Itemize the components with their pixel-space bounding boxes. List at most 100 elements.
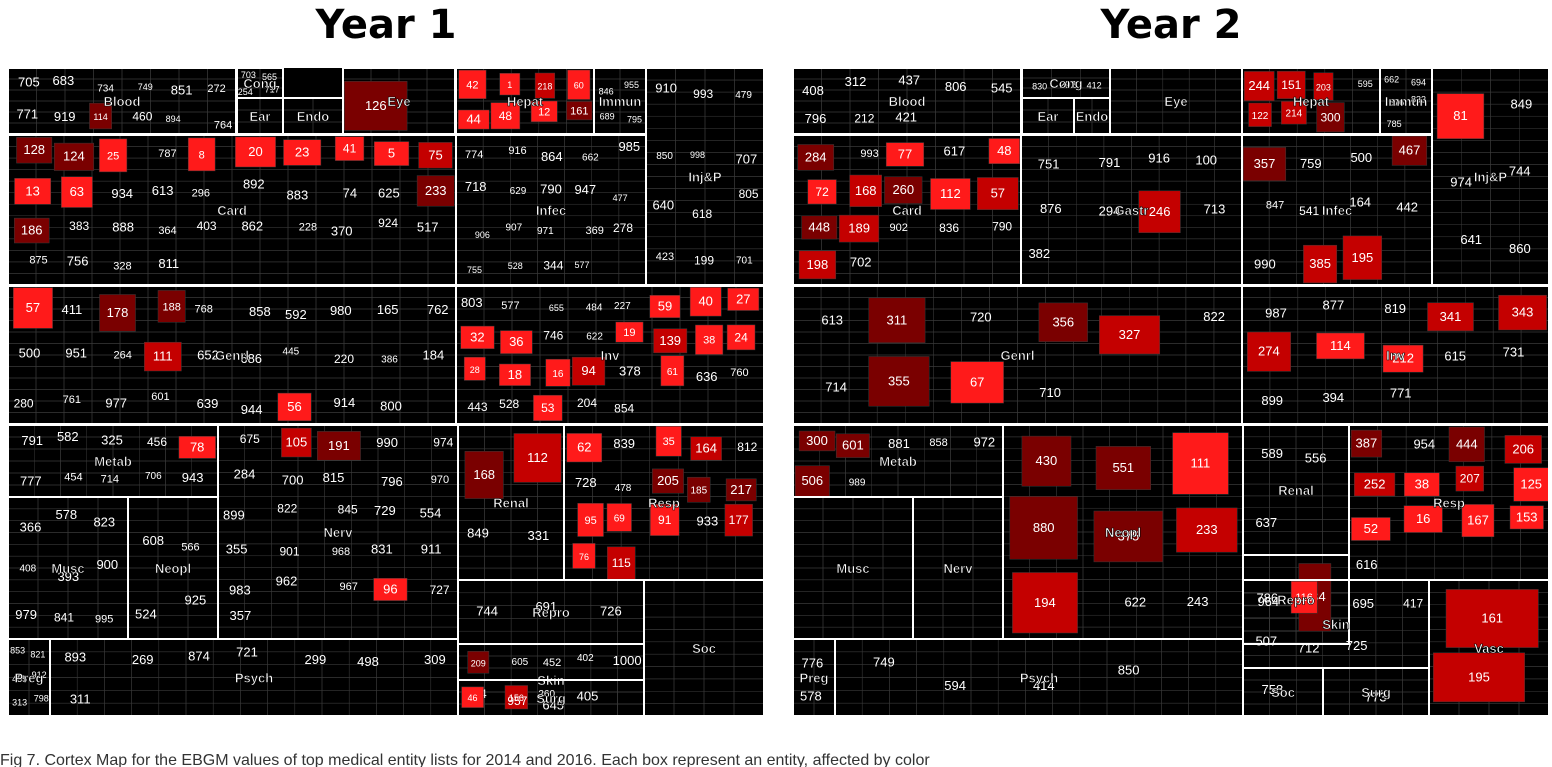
treemap-tile xyxy=(1492,389,1522,402)
treemap-tile xyxy=(706,555,736,569)
treemap-tile xyxy=(1269,412,1299,425)
treemap-tile xyxy=(482,146,511,159)
treemap-tile xyxy=(1131,238,1160,251)
treemap-tile xyxy=(651,400,681,413)
treemap-tile xyxy=(707,412,737,425)
treemap-tile xyxy=(63,366,93,379)
entity-cell xyxy=(1290,581,1318,614)
entity-cell xyxy=(1404,472,1440,497)
entity-label: 979 xyxy=(15,607,37,622)
entity-cell xyxy=(457,109,490,130)
treemap-tile xyxy=(1269,377,1299,390)
treemap-tile xyxy=(643,629,675,643)
treemap-tile xyxy=(1073,389,1102,402)
treemap-tile xyxy=(912,520,944,533)
treemap-tile xyxy=(482,169,511,182)
entity-cell xyxy=(14,178,52,205)
treemap-tile xyxy=(963,68,993,80)
treemap-tile xyxy=(427,273,457,286)
treemap-tile xyxy=(734,212,764,225)
treemap-tile xyxy=(735,543,764,557)
treemap-tile xyxy=(231,366,261,379)
entity-label: 246 xyxy=(1149,204,1171,219)
treemap-tile xyxy=(175,238,205,251)
treemap-tile xyxy=(623,343,653,356)
group-label-cong: Cong xyxy=(243,76,276,91)
treemap-tile xyxy=(1189,626,1217,640)
treemap-tile xyxy=(1025,702,1053,716)
treemap-tile xyxy=(673,592,705,605)
treemap-tile xyxy=(187,555,219,569)
treemap-tile xyxy=(942,579,974,592)
treemap-tile xyxy=(1323,180,1351,193)
treemap-tile xyxy=(271,531,299,545)
entity-label: 280 xyxy=(14,397,34,411)
treemap-tile xyxy=(1157,400,1187,413)
entity-label: 284 xyxy=(234,467,256,482)
treemap-tile xyxy=(992,273,1022,286)
treemap-tile xyxy=(703,592,735,605)
treemap-tile xyxy=(157,496,189,510)
treemap-tile xyxy=(343,412,373,425)
entity-label: 582 xyxy=(57,429,79,444)
treemap-tile xyxy=(976,484,1004,498)
treemap-tile xyxy=(259,227,289,240)
entity-label: 325 xyxy=(101,432,123,447)
treemap-tile xyxy=(343,250,373,263)
entity-cell xyxy=(950,361,1004,404)
treemap-tile xyxy=(793,496,824,510)
treemap-tile xyxy=(34,448,61,462)
treemap-tile xyxy=(63,273,93,286)
treemap-tile xyxy=(1325,366,1354,379)
treemap-tile xyxy=(187,508,219,521)
treemap-tile xyxy=(704,152,735,165)
treemap-tile xyxy=(970,651,999,665)
treemap-tile xyxy=(399,389,429,402)
treemap-tile xyxy=(185,702,214,716)
treemap-tile xyxy=(1295,519,1323,532)
entity-cell xyxy=(807,179,837,205)
treemap-tile xyxy=(645,164,676,177)
treemap-tile xyxy=(371,320,401,333)
treemap-tile xyxy=(104,702,132,716)
treemap-tile xyxy=(287,261,317,274)
treemap-tile xyxy=(1375,703,1403,716)
group-label-inv: Inv xyxy=(601,348,621,363)
treemap-tile xyxy=(933,412,962,425)
entity-label: 386 xyxy=(381,354,398,365)
entity-label: 370 xyxy=(331,224,353,239)
treemap-tile xyxy=(351,472,379,485)
treemap-tile xyxy=(351,555,379,568)
treemap-tile xyxy=(590,630,618,645)
treemap-tile xyxy=(427,389,457,402)
treemap-tile xyxy=(1377,496,1407,509)
entity-label: 995 xyxy=(95,614,113,626)
treemap-tile xyxy=(1322,542,1350,556)
group-label-eye: Eye xyxy=(387,94,410,109)
treemap-tile xyxy=(793,389,822,402)
treemap-tile xyxy=(1295,507,1323,520)
treemap-tile xyxy=(1213,377,1243,390)
treemap-tile xyxy=(1490,79,1520,93)
treemap-tile xyxy=(1353,285,1382,298)
treemap-tile xyxy=(1002,424,1030,438)
treemap-tile xyxy=(457,567,485,581)
treemap-tile xyxy=(1488,703,1520,716)
entity-label: 710 xyxy=(1039,385,1061,400)
treemap-tile xyxy=(848,343,878,356)
entity-label: 906 xyxy=(475,230,490,240)
treemap-tile xyxy=(297,555,325,568)
treemap-tile xyxy=(343,366,373,379)
treemap-tile xyxy=(1325,320,1354,333)
entity-cell xyxy=(187,137,216,172)
treemap-tile xyxy=(271,626,299,640)
treemap-tile xyxy=(203,285,233,298)
entity-label: 411 xyxy=(62,302,83,317)
treemap-tile xyxy=(287,273,317,286)
treemap-tile xyxy=(203,238,233,251)
treemap-tile xyxy=(704,103,735,117)
entity-label: 91 xyxy=(658,513,672,527)
treemap-tile xyxy=(793,343,822,356)
entity-label: 220 xyxy=(334,352,354,366)
entity-label: 718 xyxy=(465,179,487,194)
